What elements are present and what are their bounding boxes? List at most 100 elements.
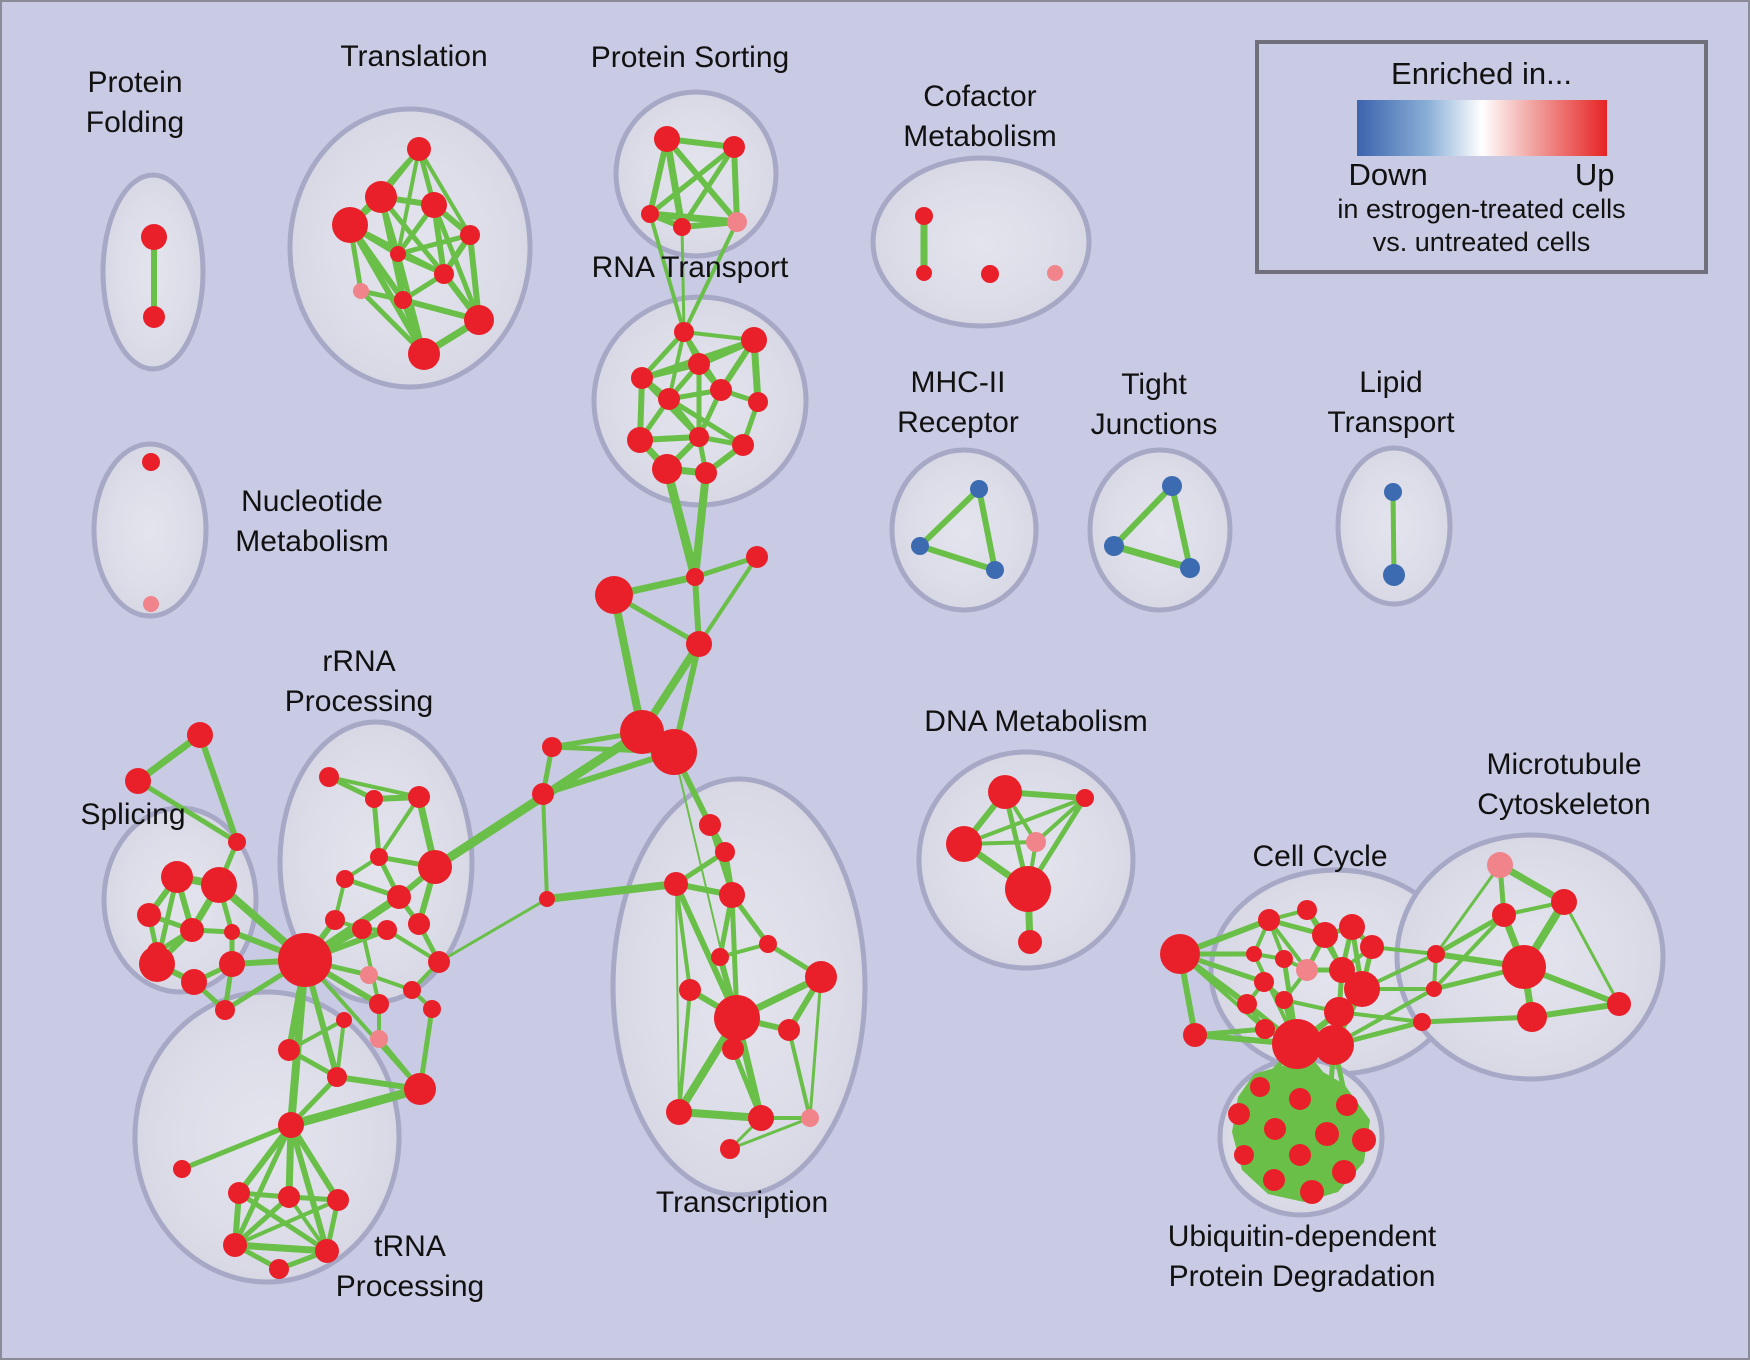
gene-set-node [325, 910, 345, 930]
gene-set-node [407, 137, 431, 161]
gene-set-node [741, 327, 767, 353]
cross-cluster-edge [662, 464, 700, 582]
legend-up-label: Up [1574, 157, 1615, 192]
gene-set-node [1289, 1144, 1311, 1166]
edge [917, 543, 998, 573]
edge [787, 1028, 812, 1120]
cluster-label-lipid-transport: Lipid [1359, 366, 1422, 399]
cluster-label-microtubule-cytoskeleton: Cytoskeleton [1477, 788, 1650, 821]
cluster-label-protein-folding: Folding [86, 106, 184, 139]
gene-set-node [746, 546, 768, 568]
gene-set-node [1255, 1019, 1275, 1039]
gene-set-node [1246, 946, 1262, 962]
gene-set-node [1551, 889, 1577, 915]
gene-set-node [1329, 957, 1355, 983]
gene-set-node [759, 935, 777, 953]
gene-set-node [173, 1160, 191, 1178]
gene-set-node [137, 903, 161, 927]
gene-set-node [370, 848, 388, 866]
gene-set-node [1018, 930, 1042, 954]
gene-set-node [404, 1073, 436, 1105]
gene-set-node [1258, 909, 1280, 931]
gene-set-node [1180, 558, 1200, 578]
gene-set-node [143, 596, 159, 612]
edge [377, 795, 421, 859]
gene-set-node [674, 322, 694, 342]
gene-set-node [377, 920, 397, 940]
edge [135, 778, 240, 845]
cross-cluster-edge [682, 220, 739, 334]
cross-cluster-edge [432, 791, 546, 870]
gene-set-node [394, 291, 412, 309]
legend-minmax: Down Up [1349, 157, 1615, 193]
cluster-label-splicing: Splicing [80, 798, 185, 831]
edge [674, 882, 692, 992]
cluster-ellipse-tight-junctions [1087, 447, 1233, 613]
gene-set-node [360, 966, 378, 984]
edge [197, 732, 240, 845]
gene-set-node [1336, 1094, 1358, 1116]
gene-set-node [1426, 981, 1442, 997]
edge [679, 144, 737, 230]
gene-set-node [1275, 950, 1293, 968]
gene-set-node [1517, 1002, 1547, 1032]
gene-set-node [732, 434, 754, 456]
edge [236, 1122, 294, 1196]
gene-set-node [336, 870, 354, 888]
edge [232, 1194, 292, 1248]
gene-set-node [689, 427, 709, 447]
cluster-label-lipid-transport: Transport [1327, 406, 1455, 439]
gene-set-node [1312, 922, 1338, 948]
gene-set-node [748, 1105, 774, 1131]
gene-set-node [686, 568, 704, 586]
gene-set-node [1275, 991, 1293, 1009]
gene-set-node [1314, 1025, 1354, 1065]
legend-title: Enriched in... [1391, 56, 1572, 91]
gene-set-node [970, 480, 988, 498]
gene-set-node [1162, 476, 1182, 496]
edge [697, 555, 759, 646]
cross-cluster-edge [543, 880, 680, 903]
edge [287, 956, 309, 1129]
cluster-ellipse-nucleotide-metabolism [91, 441, 209, 619]
gene-set-node [369, 994, 389, 1014]
edge [675, 883, 680, 1113]
edge [675, 1108, 765, 1122]
cross-cluster-edge [648, 212, 686, 334]
cluster-label-nucleotide-metabolism: Metabolism [235, 525, 388, 558]
gene-set-node [332, 207, 368, 243]
cluster-label-translation: Translation [340, 40, 487, 73]
gene-set-node [1228, 1103, 1250, 1125]
edge [962, 796, 1087, 846]
edge [396, 147, 421, 256]
gene-set-node [1296, 959, 1318, 981]
gene-set-node [532, 783, 554, 805]
gene-set-node [748, 392, 768, 412]
edge [1390, 489, 1397, 578]
gene-set-node [695, 462, 717, 484]
cluster-label-protein-sorting: Protein Sorting [591, 41, 789, 74]
edge [395, 232, 473, 257]
gene-set-node [464, 305, 494, 335]
gene-set-node [421, 192, 447, 218]
cross-cluster-edge [437, 897, 549, 964]
gene-set-node [710, 379, 732, 401]
legend-caption-line2: vs. untreated cells [1372, 227, 1591, 257]
cluster-label-cell-cycle: Cell Cycle [1252, 840, 1387, 873]
edge [1433, 912, 1507, 957]
gene-set-node [595, 576, 633, 614]
gene-set-node [1183, 1023, 1207, 1047]
gene-set-node [805, 961, 837, 993]
edge [347, 222, 427, 357]
gene-set-node [801, 1109, 819, 1127]
gene-set-node [654, 126, 680, 152]
gene-set-node [201, 867, 237, 903]
gene-set-node [423, 1000, 441, 1018]
gene-set-node [1076, 789, 1094, 807]
edge [1562, 900, 1621, 1006]
layer-labels: Protein Folding Translation Protein Sorting… [80, 40, 1650, 1303]
edge [1419, 1014, 1535, 1025]
gene-set-node [1332, 1160, 1356, 1184]
gene-set-node [911, 537, 929, 555]
